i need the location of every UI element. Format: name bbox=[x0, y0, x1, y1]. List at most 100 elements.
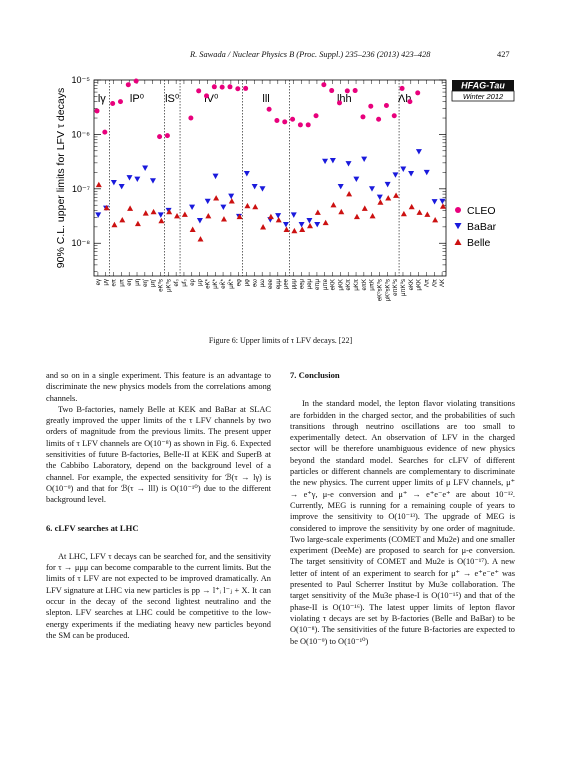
data-point-belle bbox=[181, 211, 188, 217]
x-tick-label: Λ̄π bbox=[432, 279, 438, 287]
data-point-babar bbox=[134, 176, 141, 183]
x-tick-label: eη' bbox=[143, 279, 149, 287]
data-point-cleo bbox=[117, 99, 123, 105]
x-tick-label: eK* bbox=[205, 278, 211, 288]
data-point-belle bbox=[353, 213, 360, 220]
x-tick-label: μμμ bbox=[291, 278, 297, 289]
group-label: lP⁰ bbox=[130, 93, 145, 105]
data-point-belle bbox=[220, 216, 227, 222]
x-tick-label: μρ bbox=[198, 278, 204, 285]
data-point-babar bbox=[220, 204, 227, 210]
data-point-babar bbox=[243, 171, 250, 177]
data-point-belle bbox=[197, 236, 204, 242]
data-point-babar bbox=[110, 180, 117, 186]
y-tick-label: 10⁻⁸ bbox=[71, 238, 90, 248]
data-point-belle bbox=[338, 208, 345, 215]
data-point-belle bbox=[244, 202, 251, 209]
data-point-belle bbox=[393, 192, 400, 198]
badge-subtitle-background bbox=[451, 90, 515, 102]
y-tick-label: 10⁻⁶ bbox=[72, 129, 91, 139]
data-point-belle bbox=[369, 212, 376, 219]
x-tick-label: eγ bbox=[96, 279, 102, 285]
x-tick-label: μφ bbox=[245, 279, 251, 286]
x-tick-label: eπK bbox=[362, 279, 368, 290]
data-point-belle bbox=[205, 212, 212, 219]
x-tick-label: eη bbox=[127, 279, 133, 286]
badge-title-background bbox=[452, 80, 514, 91]
data-point-belle bbox=[267, 213, 274, 220]
data-point-babar bbox=[95, 212, 102, 218]
data-point-babar bbox=[149, 178, 156, 184]
data-point-belle bbox=[439, 203, 446, 209]
data-point-belle bbox=[213, 195, 220, 201]
data-point-belle bbox=[275, 216, 282, 223]
x-tick-label: Λπ bbox=[424, 279, 430, 287]
x-tick-label: eKK bbox=[331, 279, 337, 290]
data-point-belle bbox=[377, 199, 384, 205]
data-point-babar bbox=[196, 218, 203, 224]
data-point-cleo bbox=[305, 122, 311, 128]
section-heading: 6. cLFV searches at LHC bbox=[46, 522, 139, 533]
data-point-cleo bbox=[344, 88, 350, 94]
legend-marker-cleo bbox=[455, 207, 461, 213]
data-point-babar bbox=[298, 222, 305, 228]
data-point-cleo bbox=[211, 84, 217, 90]
data-point-cleo bbox=[196, 88, 202, 94]
data-point-belle bbox=[260, 224, 267, 230]
data-point-belle bbox=[346, 191, 353, 197]
x-tick-label: eKπ bbox=[346, 279, 352, 290]
data-point-babar bbox=[423, 169, 430, 176]
data-point-belle bbox=[283, 226, 290, 232]
data-point-belle bbox=[142, 210, 149, 216]
x-tick-label: ef₀ bbox=[174, 278, 180, 286]
data-point-belle bbox=[307, 222, 314, 229]
x-tick-label: μπK⁰s bbox=[400, 279, 407, 296]
data-point-belle bbox=[111, 221, 118, 228]
x-tick-label: μK⁰s bbox=[165, 279, 172, 292]
x-tick-label: μf₀ bbox=[182, 279, 188, 287]
data-point-cleo bbox=[204, 93, 210, 99]
data-point-cleo bbox=[391, 113, 397, 119]
journal-reference: R. Sawada / Nuclear Physics B (Proc. Sup… bbox=[190, 50, 431, 59]
data-point-cleo bbox=[102, 129, 108, 135]
data-point-cleo bbox=[313, 113, 319, 119]
data-point-babar bbox=[314, 222, 321, 228]
x-tick-label: μω bbox=[260, 279, 266, 287]
data-point-belle bbox=[314, 209, 321, 215]
data-point-babar bbox=[392, 172, 399, 178]
data-point-belle bbox=[322, 219, 329, 226]
data-point-cleo bbox=[266, 106, 272, 112]
data-point-babar bbox=[408, 171, 415, 177]
data-point-belle bbox=[166, 208, 173, 215]
badge-subtitle: Winter 2012 bbox=[463, 92, 504, 101]
group-label: lγ bbox=[98, 93, 106, 105]
x-tick-label: μeμ bbox=[307, 278, 313, 289]
x-tick-label: eK⁰sK⁰s bbox=[377, 279, 384, 301]
data-point-babar bbox=[431, 199, 438, 205]
data-point-belle bbox=[385, 195, 392, 201]
data-point-cleo bbox=[383, 102, 389, 108]
data-point-cleo bbox=[188, 115, 194, 121]
data-point-cleo bbox=[352, 88, 358, 94]
data-point-cleo bbox=[94, 108, 100, 114]
x-tick-label: eπμ bbox=[315, 278, 321, 289]
data-point-belle bbox=[103, 204, 110, 211]
x-tick-label: μη bbox=[135, 279, 141, 286]
data-point-belle bbox=[127, 205, 134, 211]
legend-label-babar: BaBar bbox=[467, 221, 497, 233]
x-tick-label: μK* bbox=[213, 278, 219, 288]
x-tick-label: eKK bbox=[409, 279, 415, 290]
data-point-belle bbox=[330, 201, 337, 208]
y-tick-label: 10⁻⁵ bbox=[72, 76, 91, 85]
data-point-cleo bbox=[110, 100, 116, 106]
data-point-babar bbox=[118, 183, 125, 190]
legend-label-belle: Belle bbox=[467, 237, 491, 249]
data-point-babar bbox=[142, 165, 149, 171]
x-tick-label: eμμ bbox=[276, 278, 282, 289]
data-point-belle bbox=[361, 205, 368, 211]
data-point-belle bbox=[174, 212, 181, 219]
x-tick-label: eee bbox=[268, 278, 274, 289]
data-point-babar bbox=[282, 222, 289, 228]
legend-marker-belle bbox=[454, 238, 462, 245]
data-point-cleo bbox=[290, 116, 296, 122]
